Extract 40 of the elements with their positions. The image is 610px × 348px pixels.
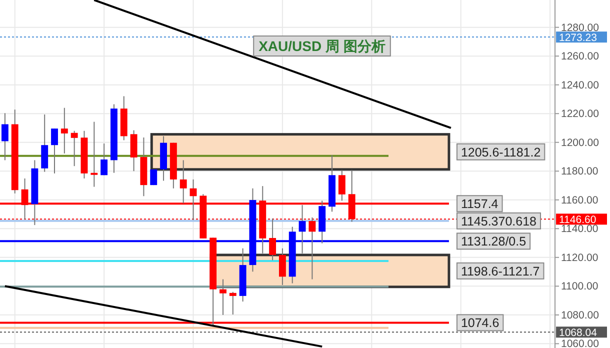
candlestick bbox=[278, 248, 286, 286]
ref-line-label: 1068.04 bbox=[559, 326, 598, 339]
candlestick bbox=[180, 160, 187, 204]
ref-line-label: 1145.370.618 bbox=[460, 214, 537, 228]
band-label: 1198.6-1121.7 bbox=[460, 264, 540, 278]
y-tick-label: 1060.00 bbox=[561, 338, 600, 348]
y-tick-label: 1100.00 bbox=[561, 280, 598, 293]
y-tick-label: 1220.00 bbox=[561, 108, 600, 120]
y-tick-label: 1140.00 bbox=[561, 223, 598, 236]
candlestick bbox=[220, 278, 226, 316]
candlestick bbox=[130, 130, 138, 172]
ref-line-label: 1146.60 bbox=[559, 214, 596, 226]
candlestick bbox=[269, 218, 276, 261]
candlestick bbox=[308, 216, 316, 280]
text: XAU/USD 周 图分析 bbox=[258, 38, 386, 54]
ref-line-label: 1131.28/0.5 bbox=[460, 234, 526, 249]
candlestick bbox=[1, 112, 8, 161]
candlestick bbox=[41, 114, 48, 172]
ref-line-label: 1074.6 bbox=[460, 316, 500, 330]
candlestick bbox=[229, 291, 236, 315]
candlestick bbox=[51, 128, 58, 174]
candlestick bbox=[190, 178, 197, 221]
candlestick bbox=[298, 204, 306, 254]
candlestick bbox=[70, 130, 78, 167]
y-tick-label: 1240.00 bbox=[561, 79, 600, 92]
candlestick bbox=[21, 178, 28, 220]
y-tick-label: 1120.00 bbox=[561, 252, 598, 264]
ref-line-label: 1273.23 bbox=[559, 32, 598, 44]
y-tick-label: 1180.00 bbox=[561, 166, 598, 178]
y-tick-label: 1080.00 bbox=[561, 309, 600, 322]
candlestick bbox=[90, 121, 98, 188]
ref-line-label: 1157.4 bbox=[460, 197, 498, 212]
y-tick-label: 1200.00 bbox=[561, 136, 600, 149]
band-label: 1205.6-1181.2 bbox=[460, 145, 541, 160]
candlestick bbox=[338, 170, 346, 202]
candlestick bbox=[60, 107, 68, 154]
y-tick-label: 1280.00 bbox=[561, 22, 600, 34]
y-tick-label: 1160.00 bbox=[561, 194, 598, 206]
y-tick-label: 1260.00 bbox=[561, 50, 600, 63]
candlestick bbox=[100, 143, 108, 176]
